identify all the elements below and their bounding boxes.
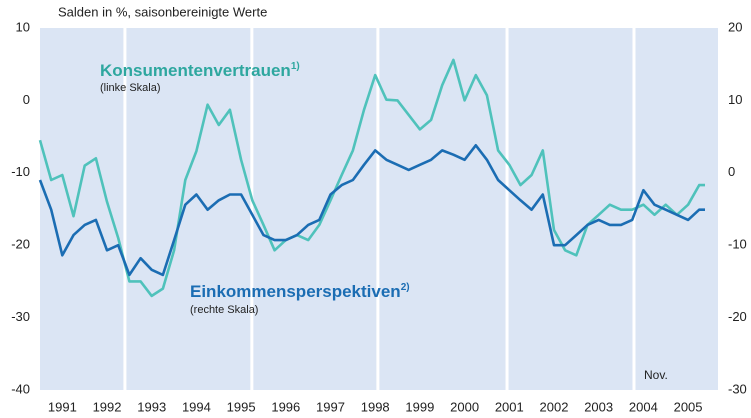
- x-tick-label: 1995: [227, 399, 256, 414]
- x-tick-label: 1997: [316, 399, 345, 414]
- series-line: [38, 144, 705, 277]
- x-tick-label: 1992: [93, 399, 122, 414]
- x-tick-label: 2004: [629, 399, 658, 414]
- x-tick-label: 1998: [361, 399, 390, 414]
- y-tick-label: -30: [11, 309, 30, 324]
- series-label: Einkommensperspektiven2): [190, 282, 410, 302]
- y-tick-label: -10: [11, 164, 30, 179]
- x-tick-label: 1996: [271, 399, 300, 414]
- series-label: Konsumentenvertrauen1): [100, 61, 300, 81]
- series-name: Konsumentenvertrauen: [100, 61, 291, 80]
- scale-note: (linke Skala): [100, 82, 161, 94]
- series-name: Einkommensperspektiven: [190, 282, 401, 301]
- y2-tick-label: 20: [728, 19, 742, 34]
- x-tick-label: 2003: [584, 399, 613, 414]
- scale-note: (rechte Skala): [190, 304, 258, 316]
- x-tick-label: 2000: [450, 399, 479, 414]
- y-tick-label: 10: [16, 19, 30, 34]
- y2-tick-label: -10: [728, 237, 747, 252]
- series-line: [38, 58, 705, 298]
- x-tick-label: 1991: [48, 399, 77, 414]
- y2-tick-label: -30: [728, 381, 747, 396]
- y2-tick-label: 0: [728, 164, 735, 179]
- x-tick-label: 1999: [405, 399, 434, 414]
- y2-tick-label: -20: [728, 309, 747, 324]
- footnote: 1): [291, 61, 300, 72]
- chart-title: Salden in %, saisonbereinigte Werte: [58, 4, 267, 19]
- y2-tick-label: 10: [728, 92, 742, 107]
- x-tick-label: 1994: [182, 399, 211, 414]
- y-tick-label: -40: [11, 381, 30, 396]
- y-tick-label: -20: [11, 237, 30, 252]
- footnote: 2): [401, 282, 410, 293]
- x-tick-label: 2002: [540, 399, 569, 414]
- x-tick-label: 2001: [495, 399, 524, 414]
- annotation: Nov.: [644, 368, 668, 382]
- x-tick-label: 2005: [674, 399, 703, 414]
- y-tick-label: 0: [23, 92, 30, 107]
- x-tick-label: 1993: [137, 399, 166, 414]
